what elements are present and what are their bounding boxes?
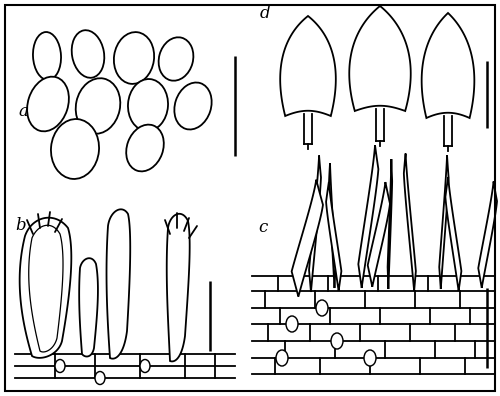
Ellipse shape [158,37,194,81]
Polygon shape [350,6,410,111]
Polygon shape [309,156,321,292]
Polygon shape [404,154,416,291]
Polygon shape [329,163,336,288]
Ellipse shape [114,32,154,84]
Polygon shape [292,180,323,297]
Polygon shape [280,16,336,116]
Ellipse shape [33,32,61,80]
Ellipse shape [27,77,69,131]
Polygon shape [358,145,378,288]
Polygon shape [28,225,63,352]
Ellipse shape [72,30,104,78]
Ellipse shape [55,360,65,373]
Polygon shape [478,181,497,288]
Ellipse shape [286,316,298,332]
Polygon shape [422,13,474,118]
Ellipse shape [51,119,99,179]
Polygon shape [446,177,462,291]
Ellipse shape [95,371,105,385]
Polygon shape [106,209,130,359]
Polygon shape [388,159,392,289]
Text: c: c [258,219,267,236]
Ellipse shape [276,350,288,366]
Text: b: b [15,217,26,234]
Polygon shape [79,258,98,356]
Polygon shape [326,182,342,291]
Ellipse shape [126,125,164,171]
Polygon shape [166,214,190,362]
Polygon shape [439,155,448,289]
Ellipse shape [174,82,212,129]
Ellipse shape [128,79,168,131]
Ellipse shape [331,333,343,349]
Ellipse shape [76,78,120,134]
Ellipse shape [364,350,376,366]
Polygon shape [20,218,72,358]
Polygon shape [368,182,390,287]
Text: d: d [260,6,270,23]
Text: a: a [18,103,28,120]
Ellipse shape [316,300,328,316]
Ellipse shape [140,360,150,373]
